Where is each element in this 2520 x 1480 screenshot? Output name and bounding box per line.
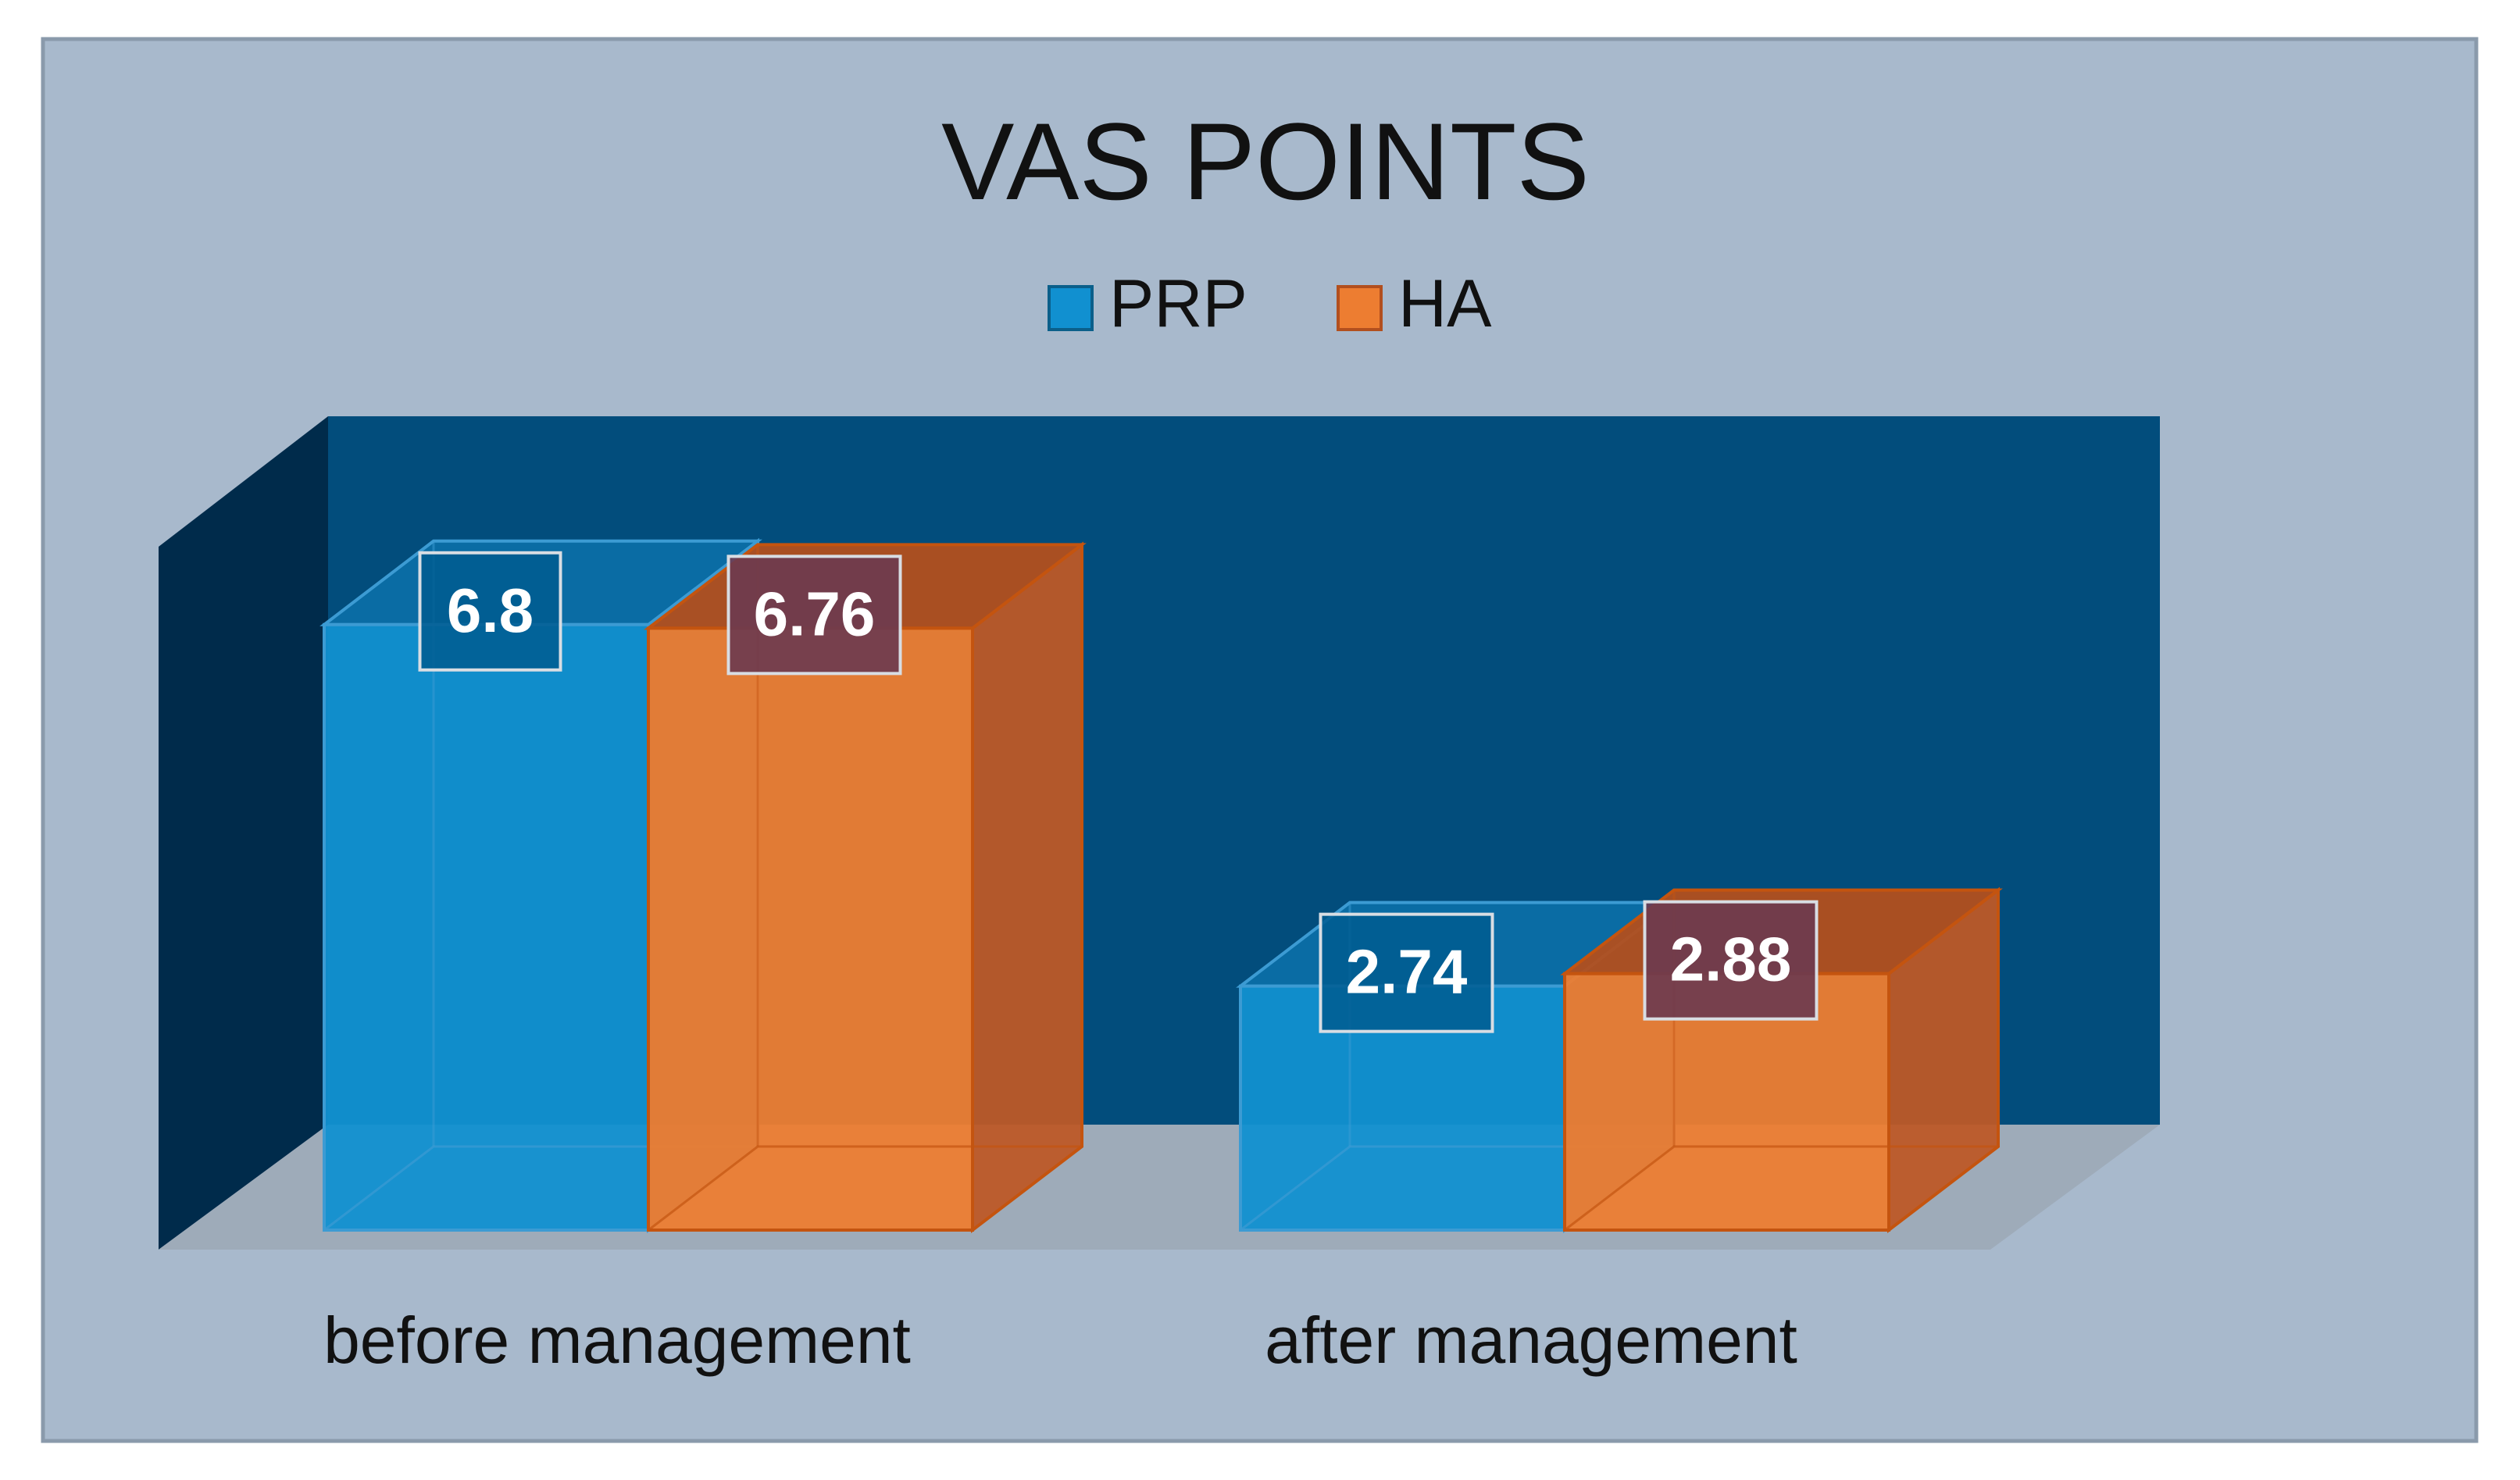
data-label-prp-after-management: 2.74 (1319, 912, 1494, 1033)
data-label-text-prp-before-management: 6.8 (447, 576, 534, 645)
data-label-text-ha-before-management: 6.76 (754, 579, 876, 648)
bar-front-ha-before-management (647, 626, 974, 1232)
legend: PRP HA (1048, 266, 1492, 341)
data-label-box-prp-before-management (418, 551, 562, 672)
data-labels: 6.8 6.76 2.74 2.88 (418, 551, 1819, 1033)
data-label-box-ha-before-management (726, 555, 902, 676)
x-tick-label-before-management: before management (323, 1303, 911, 1377)
legend-swatch-prp (1048, 285, 1094, 331)
data-label-text-ha-after-management: 2.88 (1670, 925, 1792, 994)
plot-side-wall (159, 416, 328, 1250)
chart-title: VAS POINTS (941, 100, 1590, 223)
data-label-text-prp-after-management: 2.74 (1346, 937, 1468, 1007)
data-label-box-prp-after-management (1319, 912, 1494, 1033)
data-label-ha-before-management: 6.76 (726, 555, 902, 676)
x-axis-labels: before management after management (323, 1303, 1797, 1377)
legend-label-ha: HA (1398, 266, 1492, 341)
data-label-ha-after-management: 2.88 (1643, 900, 1819, 1021)
data-label-prp-before-management: 6.8 (418, 551, 562, 672)
bar-front-prp-before-management (323, 622, 650, 1232)
legend-item-ha: HA (1337, 266, 1492, 341)
x-tick-label-after-management: after management (1265, 1303, 1797, 1377)
legend-item-prp: PRP (1048, 266, 1248, 341)
legend-label-prp: PRP (1109, 266, 1248, 341)
bar-side-ha-before-management (971, 541, 1083, 1234)
data-label-box-ha-after-management (1643, 900, 1819, 1021)
legend-swatch-ha (1337, 285, 1383, 331)
